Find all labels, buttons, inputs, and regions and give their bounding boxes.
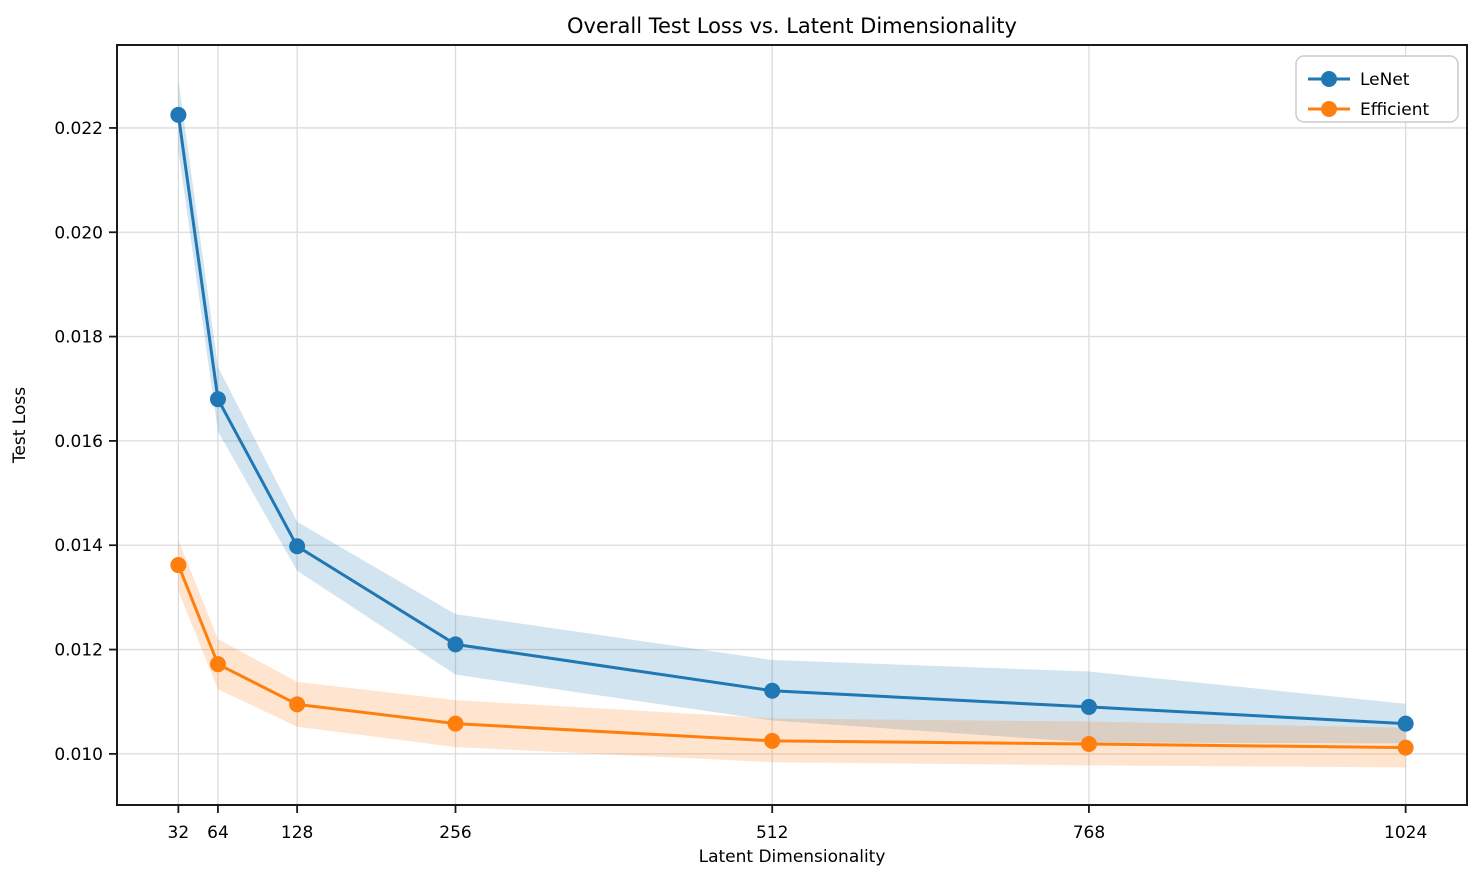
y-tick-label: 0.014 — [54, 536, 103, 556]
chart-title: Overall Test Loss vs. Latent Dimensional… — [567, 14, 1017, 38]
x-tick-label: 64 — [207, 823, 229, 843]
lenet-data-point[interactable] — [289, 538, 306, 555]
y-tick-label: 0.020 — [54, 223, 103, 243]
legend-item[interactable]: Efficient — [1308, 100, 1429, 120]
lenet-data-point[interactable] — [209, 391, 226, 408]
plot-area: 32 64 128 256 512 768 1024 0.010 0.012 0.014 0.016… — [54, 44, 1468, 843]
x-axis-label: Latent Dimensionality — [699, 847, 886, 867]
x-tick-label: 256 — [439, 823, 471, 843]
y-tick-label: 0.010 — [54, 745, 103, 765]
lenet-data-point[interactable] — [170, 106, 187, 123]
efficient-data-point[interactable] — [170, 557, 187, 574]
legend-label: LeNet — [1360, 70, 1410, 90]
lenet-data-point[interactable] — [764, 682, 781, 699]
lenet-data-point[interactable] — [447, 636, 464, 653]
x-tick-label: 768 — [1073, 823, 1105, 843]
efficient-data-point[interactable] — [447, 715, 464, 732]
efficient-data-point[interactable] — [1080, 735, 1097, 752]
plot-border — [116, 44, 1468, 806]
y-axis-label: Test Loss — [10, 387, 30, 464]
x-tick-label: 128 — [281, 823, 313, 843]
legend-box — [1295, 55, 1459, 123]
x-tick-label: 1024 — [1384, 823, 1427, 843]
y-tick-label: 0.016 — [54, 432, 103, 452]
efficient-data-point[interactable] — [764, 732, 781, 749]
lenet-data-point[interactable] — [1080, 698, 1097, 715]
y-tick-label: 0.018 — [54, 328, 103, 348]
legend-marker-icon — [1321, 71, 1337, 87]
efficient-data-point[interactable] — [209, 656, 226, 673]
lenet-confidence-band — [178, 79, 1406, 744]
lenet-line — [176, 113, 1408, 726]
efficient-data-point[interactable] — [289, 696, 306, 713]
legend-item[interactable]: LeNet — [1308, 70, 1410, 90]
efficient-confidence-band — [178, 540, 1406, 768]
legend-label: Efficient — [1360, 100, 1429, 120]
legend-marker-icon — [1321, 101, 1337, 117]
y-tick-label: 0.022 — [54, 119, 103, 139]
efficient-data-point[interactable] — [1397, 739, 1414, 756]
legend[interactable]: LeNet Efficient — [1295, 55, 1459, 123]
lenet-data-point[interactable] — [1397, 715, 1414, 732]
x-tick-label: 32 — [168, 823, 190, 843]
y-tick-label: 0.012 — [54, 641, 103, 661]
x-tick-label: 512 — [756, 823, 788, 843]
